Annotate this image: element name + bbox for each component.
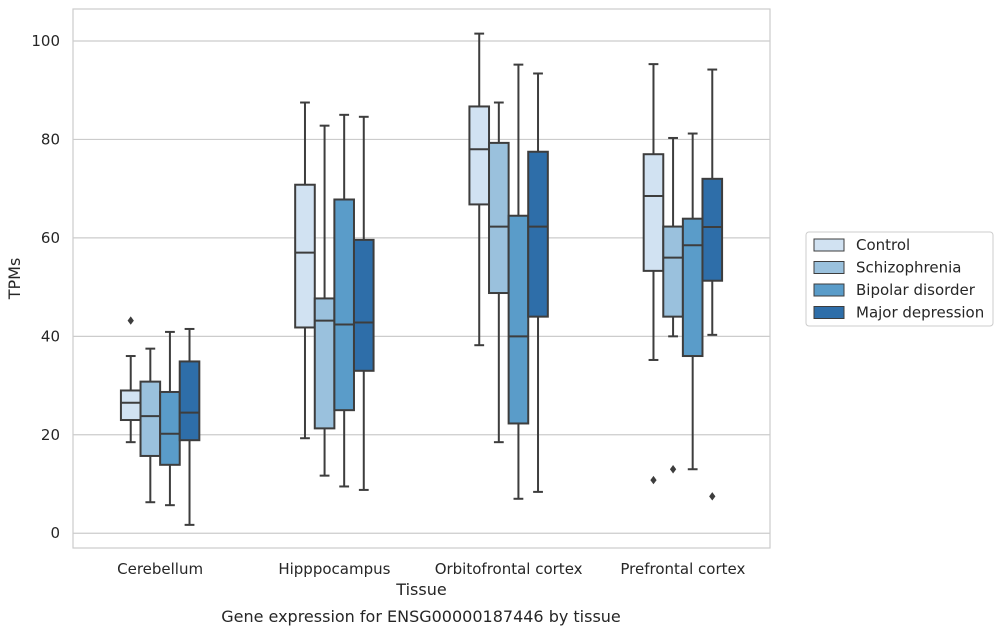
legend-swatch [813, 261, 845, 274]
box [701, 177, 724, 282]
box-group [159, 330, 181, 507]
box-group [681, 132, 704, 471]
box-group [178, 327, 201, 526]
x-tick-label: Orbitofrontal cortex [435, 560, 583, 578]
box [507, 214, 530, 425]
x-axis-ticks: Cerebellum Hipppocampus Orbitofrontal cort… [117, 560, 745, 578]
outlier-point [650, 475, 657, 485]
legend-label: Major depression [856, 304, 984, 322]
box [139, 380, 162, 457]
box-group [507, 63, 530, 500]
y-tick-label: 100 [31, 32, 60, 50]
legend-swatch [813, 306, 845, 319]
legend-label: Control [856, 236, 910, 254]
box-group [294, 101, 316, 440]
x-tick-label: Cerebellum [117, 560, 203, 578]
box [333, 198, 355, 412]
box [681, 217, 704, 358]
outlier-point [709, 492, 716, 501]
box [313, 297, 336, 430]
legend: Control Schizophrenia Bipolar disorder Majo… [805, 231, 994, 327]
y-tick-label: 20 [41, 426, 60, 444]
plot-area-frame [72, 8, 771, 549]
box [662, 225, 684, 318]
outlier-point [669, 465, 677, 474]
outlier-point [127, 316, 134, 325]
box [527, 150, 549, 318]
box [159, 390, 181, 466]
box [468, 105, 491, 206]
box [178, 360, 201, 442]
x-tick-label: Prefrontal cortex [620, 560, 745, 578]
legend-swatch [813, 238, 845, 252]
box [642, 153, 665, 272]
box-group [642, 63, 665, 485]
y-tick-label: 40 [41, 327, 60, 345]
x-axis-label: Tissue [395, 580, 446, 599]
box-group [139, 347, 162, 504]
box-group [468, 32, 491, 347]
box-group [527, 72, 549, 493]
y-axis-ticks: 0 20 40 60 80 100 [31, 32, 60, 542]
legend-frame [805, 231, 994, 327]
box [119, 389, 142, 422]
box-group [488, 101, 510, 444]
x-tick-label: Hipppocampus [278, 560, 390, 578]
chart-caption: Gene expression for ENSG00000187446 by t… [221, 607, 621, 626]
y-tick-label: 60 [41, 229, 60, 247]
legend-label: Bipolar disorder [856, 281, 976, 299]
boxes [119, 32, 724, 526]
legend-swatch [813, 283, 845, 297]
y-tick-label: 0 [50, 524, 60, 542]
box [294, 183, 316, 329]
y-axis-label: TPMs [5, 258, 24, 301]
box-group [662, 136, 684, 474]
box-group [352, 115, 375, 491]
box-group [119, 316, 142, 444]
box [488, 141, 510, 295]
box-group [701, 68, 724, 501]
box-group [333, 113, 355, 488]
box-group [313, 124, 336, 477]
box [352, 238, 375, 372]
legend-label: Schizophrenia [856, 259, 961, 277]
y-tick-label: 80 [41, 130, 60, 148]
